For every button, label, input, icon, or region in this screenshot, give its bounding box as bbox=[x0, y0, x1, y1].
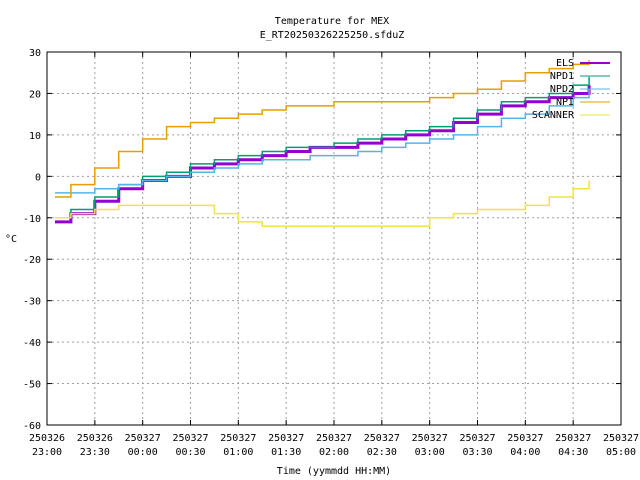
x-tick-label-date: 250327 bbox=[507, 433, 543, 444]
x-tick-label-date: 250327 bbox=[412, 433, 448, 444]
y-tick-label: -30 bbox=[23, 297, 41, 308]
y-tick-label: 30 bbox=[29, 48, 41, 59]
x-axis-ticks: 250326 23:00 250326 23:30 250327 00:00 250327 0… bbox=[29, 52, 639, 458]
legend: ELS NPD1 NPD2 NPI SCANNER bbox=[532, 58, 610, 121]
series-line-npd1 bbox=[54, 76, 590, 219]
series-line-scanner bbox=[54, 180, 590, 227]
x-tick-label-date: 250327 bbox=[364, 433, 400, 444]
x-tick-label-time: 01:00 bbox=[223, 447, 253, 458]
x-tick-label-time: 23:30 bbox=[80, 447, 110, 458]
x-tick-label-time: 00:00 bbox=[128, 447, 158, 458]
x-tick-label-time: 02:00 bbox=[319, 447, 349, 458]
y-tick-label: -50 bbox=[23, 380, 41, 391]
x-tick-label-date: 250327 bbox=[268, 433, 304, 444]
y-tick-label: -10 bbox=[23, 214, 41, 225]
chart-title: Temperature for MEX bbox=[275, 16, 389, 27]
grid-lines bbox=[47, 52, 621, 425]
x-tick-label-time: 03:30 bbox=[462, 447, 492, 458]
x-tick-label-date: 250327 bbox=[459, 433, 495, 444]
legend-label-npd1: NPD1 bbox=[550, 71, 574, 82]
series-line-npi bbox=[54, 60, 590, 198]
chart-subtitle: E_RT20250326225250.sfduZ bbox=[260, 30, 405, 41]
x-tick-label-date: 250327 bbox=[220, 433, 256, 444]
y-tick-label: 20 bbox=[29, 89, 41, 100]
x-tick-label-date: 250327 bbox=[125, 433, 161, 444]
legend-label-els: ELS bbox=[556, 58, 574, 69]
x-axis-label: Time (yymmdd HH:MM) bbox=[277, 466, 391, 477]
x-tick-label-time: 02:30 bbox=[367, 447, 397, 458]
y-tick-label: -40 bbox=[23, 338, 41, 349]
x-tick-label-time: 01:30 bbox=[271, 447, 301, 458]
y-tick-label: -20 bbox=[23, 255, 41, 266]
x-tick-label-date: 250327 bbox=[172, 433, 208, 444]
x-tick-label-date: 250327 bbox=[555, 433, 591, 444]
series-lines bbox=[54, 60, 591, 227]
x-tick-label-time: 23:00 bbox=[32, 447, 62, 458]
y-tick-label: -60 bbox=[23, 421, 41, 432]
y-tick-label: 0 bbox=[35, 172, 41, 183]
legend-label-npi: NPI bbox=[556, 97, 574, 108]
legend-label-scanner: SCANNER bbox=[532, 110, 575, 121]
y-axis-label: °C bbox=[5, 234, 17, 245]
x-tick-label-date: 250327 bbox=[316, 433, 352, 444]
x-tick-label-date: 250327 bbox=[603, 433, 639, 444]
legend-label-npd2: NPD2 bbox=[550, 84, 574, 95]
x-tick-label-time: 05:00 bbox=[606, 447, 636, 458]
x-tick-label-time: 00:30 bbox=[175, 447, 205, 458]
x-tick-label-time: 04:00 bbox=[510, 447, 540, 458]
y-axis-ticks: 30 20 10 0 -10 -20 -30 -40 -50 -60 bbox=[23, 48, 621, 432]
x-tick-label-time: 04:30 bbox=[558, 447, 588, 458]
y-tick-label: 10 bbox=[29, 131, 41, 142]
x-tick-label-date: 250326 bbox=[77, 433, 113, 444]
x-tick-label-date: 250326 bbox=[29, 433, 65, 444]
series-line-npd2 bbox=[54, 89, 590, 194]
x-tick-label-time: 03:00 bbox=[415, 447, 445, 458]
